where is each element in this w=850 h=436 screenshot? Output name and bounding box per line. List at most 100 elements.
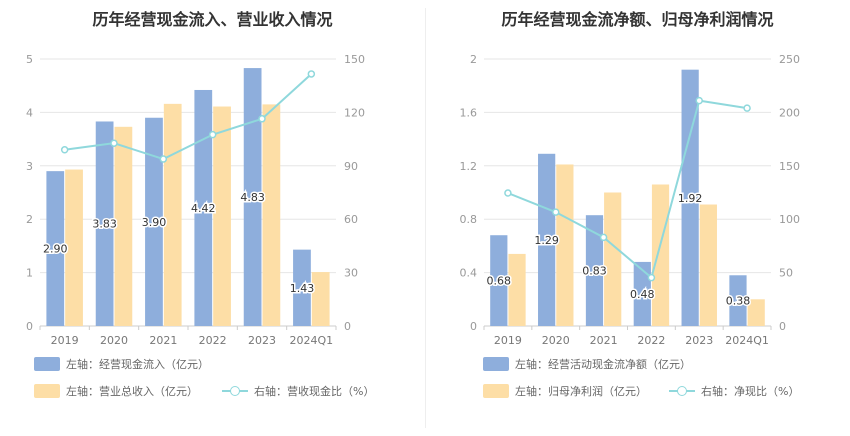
legend-label: 左轴：经营现金流入（亿元） [66,358,209,371]
legend-label: 右轴：净现比（%） [701,385,800,398]
y-right-tick-label: 60 [344,213,358,226]
ratio-point [258,115,266,123]
legend-swatch-yellow [483,384,509,398]
chart-title: 历年经营现金流入、营业收入情况 [92,10,333,29]
y-right-tick-label: 30 [344,267,358,280]
x-tick-label: 2019 [51,334,79,347]
data-label: 0.38 [726,295,751,308]
y-right-tick-label: 0 [344,320,351,333]
chart-panel-right: 历年经营现金流净额、归母净利润情况 0 0 0.4 50 0.8 100 1.2 150 1.6… [425,0,850,436]
x-tick-label: 2024Q1 [725,334,769,347]
bar-secondary [163,103,182,326]
y-left-tick-label: 2 [26,213,33,226]
x-tick-label: 2021 [590,334,618,347]
x-tick-label: 2020 [542,334,570,347]
y-left-tick-label: 4 [26,106,33,119]
ratio-point [743,104,751,112]
y-left-tick-label: 2 [470,53,477,66]
y-right-tick-label: 120 [344,106,365,119]
y-left-tick-label: 0.8 [460,213,478,226]
y-right-tick-label: 200 [779,106,800,119]
bar-secondary [747,299,765,326]
y-left-tick-label: 0 [26,320,33,333]
data-label: 0.48 [630,288,655,301]
ratio-point [647,273,656,282]
y-right-tick-label: 100 [779,213,800,226]
chart-panel-left: 历年经营现金流入、营业收入情况 0 0 1 30 2 60 3 90 4 120 5 150 2019 2… [26,10,374,399]
bar-primary [633,261,651,326]
y-left-tick-label: 3 [26,160,33,173]
x-tick-label: 2022 [199,334,227,347]
legend-label: 右轴：营收现金比（%） [254,385,375,398]
data-label: 0.68 [487,275,512,288]
chart-plot-left: 0 0 1 30 2 60 3 90 4 120 5 150 2019 2020 2021 2022 2023 2… [26,53,365,347]
bar-secondary [262,104,281,326]
y-right-tick-label: 0 [779,320,786,333]
x-tick-label: 2023 [685,334,713,347]
x-tick-label: 2020 [100,334,128,347]
ratio-point [695,96,703,105]
y-left-tick-label: 1.6 [460,106,478,119]
data-label: 0.83 [582,265,607,278]
bar-secondary [213,106,231,326]
data-label: 4.83 [240,191,265,204]
x-tick-label: 2024Q1 [290,334,334,347]
y-right-tick-label: 150 [779,160,800,173]
bar-primary [585,215,604,326]
bar-secondary [651,184,670,326]
legend-line-marker [669,384,695,398]
legend-swatch-yellow [34,384,60,398]
data-label: 4.42 [191,202,216,215]
bar-secondary [311,272,330,326]
y-right-tick-label: 150 [344,53,365,66]
ratio-point [159,155,168,163]
bar-primary [490,235,508,326]
legend-item-cash-ratio[interactable]: 右轴：净现比（%） [669,383,799,399]
bar-secondary [114,126,133,327]
y-right-tick-label: 90 [344,160,358,173]
legend-label: 左轴：营业总收入（亿元） [66,385,198,398]
ratio-point [110,139,118,147]
data-label: 2.90 [43,243,68,256]
bar-secondary [508,253,526,326]
legend-item-net-cash-flow[interactable]: 左轴：经营活动现金流净额（亿元） [483,356,691,372]
x-tick-label: 2023 [248,334,276,347]
legend-item-revenue[interactable]: 左轴：营业总收入（亿元） [34,383,198,399]
legend-swatch-blue [483,357,509,371]
y-left-tick-label: 0.4 [460,267,478,280]
ratio-line [507,99,748,280]
legend-item-cash-inflow[interactable]: 左轴：经营现金流入（亿元） [34,356,209,372]
y-left-tick-label: 0 [470,320,477,333]
bar-primary [243,68,262,326]
chart-title: 历年经营现金流净额、归母净利润情况 [501,10,774,29]
legend-item-ratio[interactable]: 右轴：营收现金比（%） [222,383,374,399]
bar-secondary [699,204,717,326]
bar-primary [729,275,747,326]
y-left-tick-label: 1 [26,267,33,280]
bar-secondary [65,169,83,326]
ratio-point [599,233,608,242]
bar-primary [293,249,311,326]
bar-primary [145,117,163,327]
bar-primary [194,89,213,326]
bar-primary [46,171,65,326]
x-tick-label: 2021 [149,334,177,347]
legend-label: 左轴：归母净利润（亿元） [515,385,647,398]
data-label: 3.90 [142,216,167,229]
data-label: 1.43 [290,282,315,295]
y-left-tick-label: 5 [26,53,33,66]
ratio-point [552,208,560,216]
ratio-point [504,189,512,197]
bar-secondary [556,164,574,326]
bar-secondary [604,192,622,326]
bar-primary [538,153,556,326]
ratio-point [208,130,217,139]
ratio-point [60,146,69,154]
data-label: 1.29 [534,234,559,247]
data-label: 3.83 [92,218,117,231]
legend-item-net-profit[interactable]: 左轴：归母净利润（亿元） [483,383,647,399]
bar-primary [681,69,699,327]
data-label: 1.92 [678,192,703,205]
y-left-tick-label: 1.2 [460,160,478,173]
x-tick-label: 2019 [494,334,522,347]
